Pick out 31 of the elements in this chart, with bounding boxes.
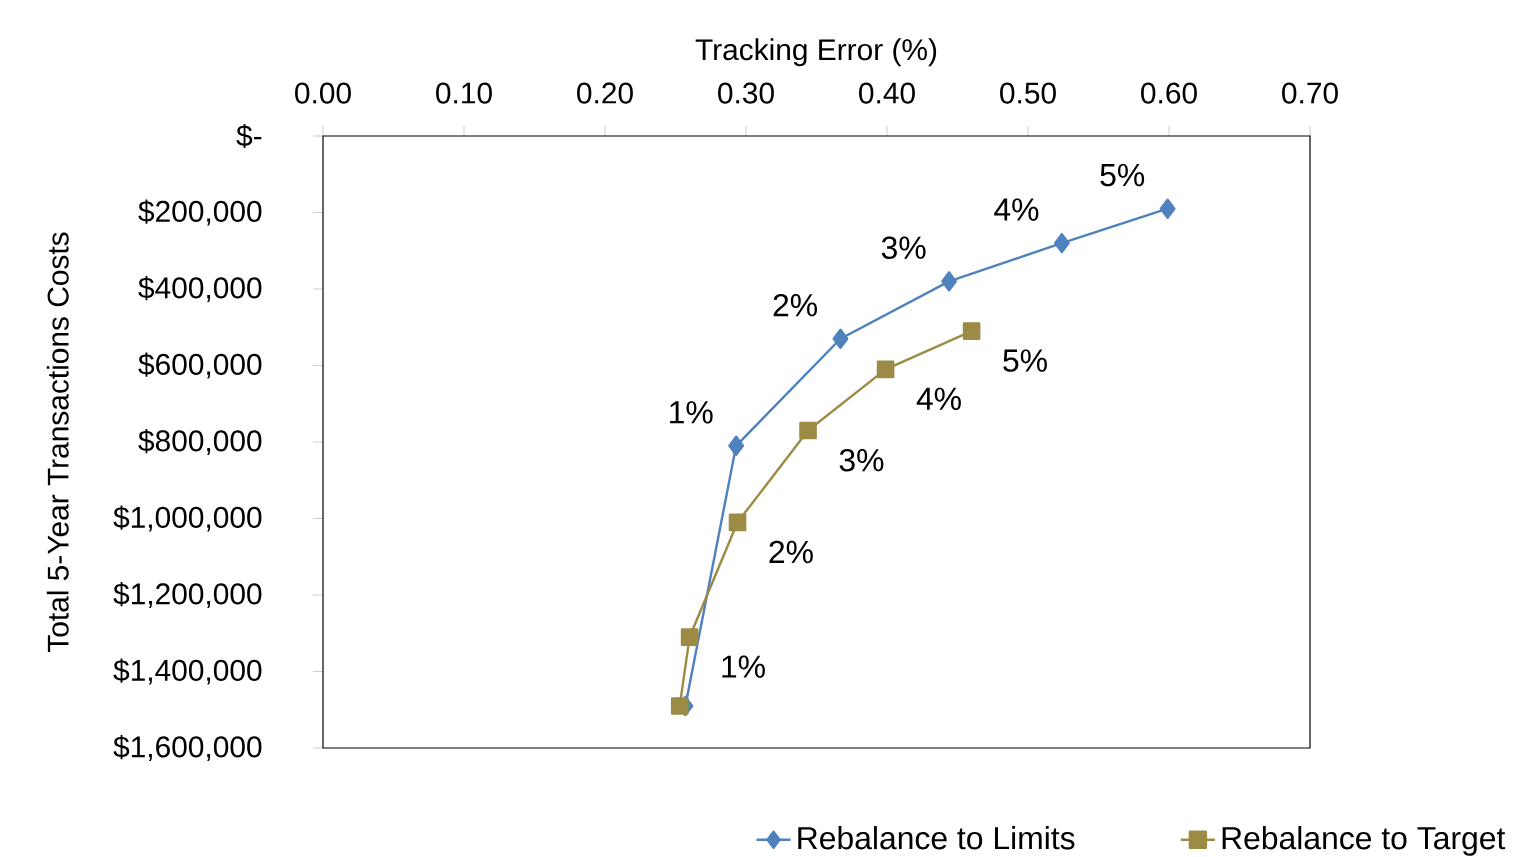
y-tick-label: $800,000: [138, 429, 262, 455]
x-tick-label: 0.20: [577, 82, 633, 104]
annotation: 1%: [722, 655, 765, 678]
y-tick-label: $200,000: [138, 199, 262, 226]
annotation: 5%: [1100, 163, 1145, 187]
annotation: 4%: [994, 198, 1039, 221]
y-tick-label: $-: [236, 123, 262, 149]
x-tick-label: 0.60: [1141, 82, 1197, 104]
annotation: 2%: [773, 293, 817, 317]
y-tick-label: $1,600,000: [113, 735, 262, 761]
x-tick-label: 0.30: [718, 82, 774, 104]
y-tick-label: $1,200,000: [113, 582, 262, 608]
y-tick-label: $1,000,000: [113, 505, 262, 532]
y-axis-title: Total 5-Year Transactions Costs: [46, 232, 69, 653]
x-tick-label: 0.00: [295, 82, 351, 104]
x-tick-label: 0.10: [436, 82, 492, 104]
x-tick-label: 0.50: [1000, 82, 1056, 104]
legend-label: Rebalance to Target: [1222, 826, 1506, 856]
y-tick-label: $400,000: [138, 276, 262, 302]
annotation: 2%: [769, 540, 813, 564]
annotation: 3%: [881, 236, 926, 259]
annotation: 1%: [670, 401, 713, 424]
x-tick-label: 0.40: [859, 82, 915, 104]
annotation: 5%: [1003, 349, 1047, 372]
legend-label: Rebalance to Limits: [798, 826, 1075, 850]
annotation: 3%: [839, 448, 884, 472]
y-tick-label: $600,000: [138, 352, 262, 379]
y-tick-label: $1,400,000: [113, 658, 262, 685]
x-tick-label: 0.70: [1282, 82, 1338, 104]
x-axis-title: Tracking Error (%): [695, 38, 937, 67]
annotation: 4%: [916, 387, 961, 410]
